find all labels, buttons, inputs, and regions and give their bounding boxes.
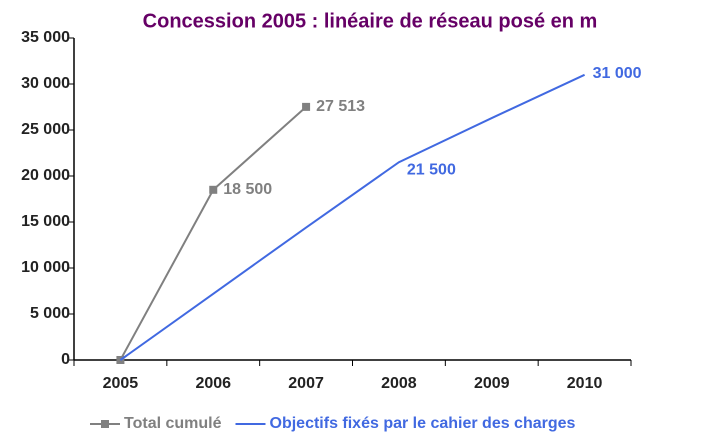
y-tick-label: 30 000 bbox=[21, 75, 70, 92]
chart-title: Concession 2005 : linéaire de réseau pos… bbox=[143, 10, 598, 32]
legend-label: Objectifs fixés par le cahier des charge… bbox=[270, 415, 576, 432]
marker bbox=[209, 185, 218, 194]
x-tick-label: 2009 bbox=[474, 375, 510, 392]
x-tick-label: 2005 bbox=[103, 375, 139, 392]
x-tick-label: 2008 bbox=[381, 375, 417, 392]
x-tick-label: 2006 bbox=[195, 375, 231, 392]
data-label: 21 500 bbox=[407, 161, 456, 178]
x-tick-label: 2010 bbox=[567, 375, 603, 392]
y-tick-label: 0 bbox=[61, 351, 70, 368]
y-tick-label: 5 000 bbox=[30, 305, 70, 322]
series-line bbox=[119, 73, 586, 361]
y-tick-label: 20 000 bbox=[21, 167, 70, 184]
data-label: 18 500 bbox=[223, 181, 272, 198]
legend-marker bbox=[101, 420, 109, 428]
x-tick-label: 2007 bbox=[288, 375, 324, 392]
y-tick-label: 25 000 bbox=[21, 121, 70, 138]
y-tick-label: 10 000 bbox=[21, 259, 70, 276]
series-line bbox=[119, 106, 307, 361]
y-tick-label: 15 000 bbox=[21, 213, 70, 230]
data-label: 31 000 bbox=[593, 65, 642, 82]
data-label: 27 513 bbox=[316, 98, 365, 115]
legend-label: Total cumulé bbox=[124, 415, 222, 432]
y-tick-label: 35 000 bbox=[21, 29, 70, 46]
marker bbox=[302, 102, 311, 111]
